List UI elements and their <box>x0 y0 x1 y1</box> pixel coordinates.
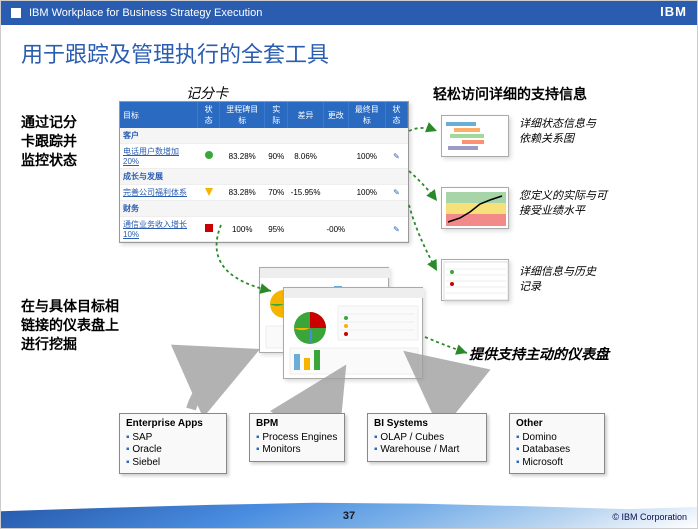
perf-chart-icon <box>442 188 510 230</box>
source-title: BI Systems <box>374 418 480 431</box>
scorecard-table: 目标状态里程碑目标实际差异更改最终目标状态 客户电话用户数增加20%83.28%… <box>120 102 408 242</box>
scorecard-row: 通信业务收入增长10% 100%95% -00% ✎ <box>120 217 408 242</box>
thumb-perf-chart <box>441 187 509 229</box>
scorecard-cell <box>288 217 324 242</box>
scorecard-cell: -00% <box>323 217 348 242</box>
scorecard-panel: 目标状态里程碑目标实际差异更改最终目标状态 客户电话用户数增加20%83.28%… <box>119 101 409 243</box>
edit-icon[interactable]: ✎ <box>386 217 408 242</box>
dashboard-front-content <box>284 288 424 380</box>
scorecard-cell: 83.28% <box>220 185 265 201</box>
dashboard-front <box>283 287 423 379</box>
source-item: Domino <box>516 432 598 445</box>
source-item: Databases <box>516 444 598 457</box>
breadcrumb: IBM Workplace for Business Strategy Exec… <box>29 7 262 19</box>
gantt-icon <box>442 116 510 158</box>
source-box-enterprise-apps: Enterprise AppsSAPOracleSiebel <box>119 413 227 474</box>
edit-icon[interactable]: ✎ <box>386 185 408 201</box>
ibm-logo: IBM <box>660 4 687 19</box>
source-item: OLAP / Cubes <box>374 432 480 445</box>
page-title: 用于跟踪及管理执行的全套工具 <box>1 25 697 75</box>
source-item: Siebel <box>126 457 220 470</box>
scorecard-col-3: 实际 <box>265 102 288 128</box>
source-box-bi-systems: BI SystemsOLAP / CubesWarehouse / Mart <box>367 413 487 462</box>
source-title: BPM <box>256 418 338 431</box>
scorecard-cell: 83.28% <box>220 144 265 169</box>
scorecard-cell <box>323 144 348 169</box>
scorecard-col-0: 目标 <box>120 102 198 128</box>
scorecard-col-5: 更改 <box>323 102 348 128</box>
source-item: Warehouse / Mart <box>374 444 480 457</box>
source-item: Monitors <box>256 444 338 457</box>
source-item: SAP <box>126 432 220 445</box>
history-icon <box>442 260 510 302</box>
scorecard-section: 财务 <box>120 201 408 217</box>
copyright: © IBM Corporation <box>612 512 687 522</box>
source-item: Oracle <box>126 444 220 457</box>
scorecard-link[interactable]: 通信业务收入增长10% <box>123 220 187 239</box>
source-box-bpm: BPMProcess EnginesMonitors <box>249 413 345 462</box>
scorecard-link[interactable]: 电话用户数增加20% <box>123 147 179 166</box>
anno-proactive-dashboard: 提供支持主动的仪表盘 <box>469 347 609 366</box>
note-history: 详细信息与历史 记录 <box>519 265 596 295</box>
scorecard-col-7: 状态 <box>386 102 408 128</box>
thumb-status-gantt <box>441 115 509 157</box>
scorecard-cell: 100% <box>348 185 385 201</box>
note-status-info: 详细状态信息与 依赖关系图 <box>519 117 596 147</box>
scorecard-cell: 100% <box>348 144 385 169</box>
scorecard-cell: 100% <box>220 217 265 242</box>
scorecard-row: 完善公司福利体系 83.28%70%-15.95% 100%✎ <box>120 185 408 201</box>
scorecard-col-6: 最终目标 <box>348 102 385 128</box>
scorecard-cell: 95% <box>265 217 288 242</box>
scorecard-cell <box>323 185 348 201</box>
header-square-icon <box>11 8 21 18</box>
scorecard-row: 电话用户数增加20% 83.28%90%8.06% 100%✎ <box>120 144 408 169</box>
scorecard-cell <box>348 217 385 242</box>
page-number: 37 <box>343 510 355 522</box>
scorecard-col-1: 状态 <box>198 102 220 128</box>
header-bar: IBM Workplace for Business Strategy Exec… <box>1 1 697 25</box>
status-green-icon <box>205 151 213 159</box>
status-red-icon <box>205 224 213 232</box>
edit-icon[interactable]: ✎ <box>386 144 408 169</box>
scorecard-cell: 70% <box>265 185 288 201</box>
content-area: 记分卡 通过记分 卡跟踪并 监控状态 轻松访问详细的支持信息 目标状态里程碑目标… <box>1 75 697 505</box>
source-title: Enterprise Apps <box>126 418 220 431</box>
scorecard-section: 成长与发展 <box>120 169 408 185</box>
scorecard-col-4: 差异 <box>288 102 324 128</box>
scorecard-section: 客户 <box>120 128 408 144</box>
source-item: Microsoft <box>516 457 598 470</box>
anno-access-support: 轻松访问详细的支持信息 <box>433 87 587 106</box>
anno-track-status: 通过记分 卡跟踪并 监控状态 <box>21 115 77 172</box>
source-box-other: OtherDominoDatabasesMicrosoft <box>509 413 605 474</box>
status-yellow-icon <box>205 188 213 196</box>
scorecard-caption: 记分卡 <box>186 83 228 103</box>
thumb-history <box>441 259 509 301</box>
note-perf-level: 您定义的实际与可 接受业绩水平 <box>519 189 607 219</box>
scorecard-cell: 90% <box>265 144 288 169</box>
source-item: Process Engines <box>256 432 338 445</box>
footer: 37 © IBM Corporation <box>1 486 697 528</box>
scorecard-link[interactable]: 完善公司福利体系 <box>123 188 187 197</box>
scorecard-cell: 8.06% <box>288 144 324 169</box>
scorecard-col-2: 里程碑目标 <box>220 102 265 128</box>
source-title: Other <box>516 418 598 431</box>
scorecard-cell: -15.95% <box>288 185 324 201</box>
anno-drill-dashboard: 在与具体目标相 链接的仪表盘上 进行挖掘 <box>21 299 119 356</box>
